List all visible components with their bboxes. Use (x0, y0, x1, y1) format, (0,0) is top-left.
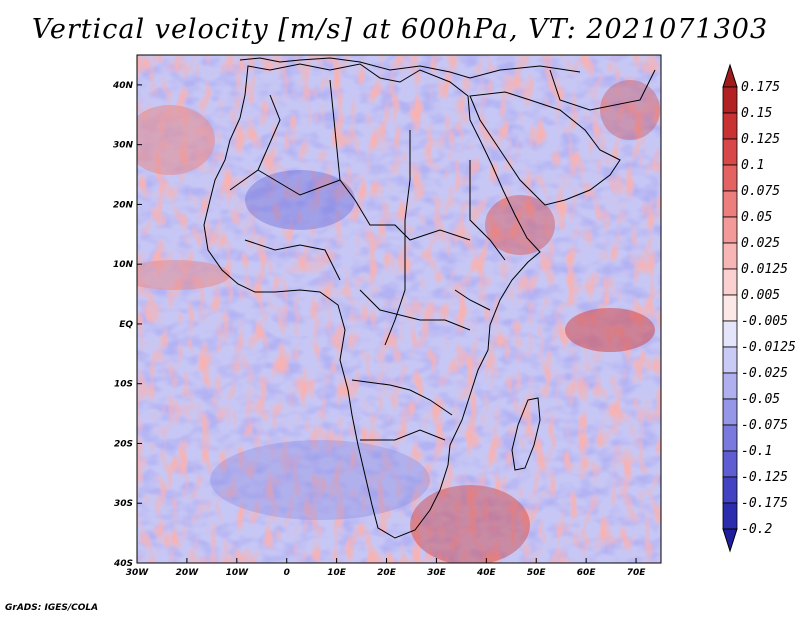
colorbar-swatch (722, 320, 738, 348)
lat-tick-label: 10N (113, 260, 134, 270)
coastlines (203, 57, 656, 539)
lon-tick-label: 10E (327, 568, 347, 578)
lon-tick-label: 20E (377, 568, 397, 578)
lat-tick-label: 30S (114, 499, 133, 509)
colorbar-bottom-arrow (722, 528, 738, 553)
plot-frame (136, 54, 662, 564)
colorbar-swatch (722, 424, 738, 452)
colorbar-swatch (722, 242, 738, 270)
blue-region-sahara (245, 170, 355, 230)
lon-tick-label: 30E (427, 568, 447, 578)
colorbar-swatch (722, 450, 738, 478)
lon-tick-label: 10W (226, 568, 250, 578)
colorbar-label: -0.2 (741, 522, 772, 537)
colorbar-label: -0.125 (741, 470, 788, 485)
red-region-indian-ocean (565, 308, 655, 352)
colorbar-label: 0.0125 (741, 262, 788, 277)
footer-credit: GrADS: IGES/COLA (5, 603, 99, 613)
colorbar-label: 0.175 (741, 80, 780, 95)
colorbar-label: 0.15 (741, 106, 772, 121)
colorbar-label: -0.05 (741, 392, 780, 407)
colorbar-swatch (722, 372, 738, 400)
colorbar-swatch (722, 502, 738, 530)
colorbar-swatch (722, 216, 738, 244)
colorbar-label: 0.025 (741, 236, 780, 251)
lat-tick-label: 40S (113, 559, 133, 569)
colorbar-swatch (722, 164, 738, 192)
lon-tick-label: 70E (627, 568, 647, 578)
colorbar-label: -0.005 (741, 314, 788, 329)
lon-tick-label: 30W (126, 568, 150, 578)
lat-tick-label: 30N (113, 141, 134, 151)
colorbar-label: -0.175 (741, 496, 788, 511)
chart-title: Vertical velocity [m/s] at 600hPa, VT: 2… (31, 14, 769, 45)
colorbar-label: -0.0125 (741, 340, 796, 355)
colorbar-swatch (722, 398, 738, 426)
colorbar-label: -0.1 (741, 444, 772, 459)
red-region-arabia (600, 80, 660, 140)
colorbar-label: 0.1 (741, 158, 764, 173)
lon-tick-label: 0 (284, 568, 290, 578)
lon-tick-label: 60E (577, 568, 597, 578)
colorbar-top-arrow (722, 63, 738, 88)
colorbar-label: 0.075 (741, 184, 780, 199)
colorbar-label: 0.005 (741, 288, 780, 303)
lat-tick-label: 20S (114, 439, 133, 449)
lon-tick-label: 40E (476, 568, 497, 578)
colorbar-swatch (722, 138, 738, 166)
colorbar-swatch (722, 476, 738, 504)
velocity-field (137, 55, 661, 563)
colorbar: 0.175 0.15 0.125 0.1 0.075 0.05 0.025 0.0125 0.0… (722, 63, 796, 553)
colorbar-label: 0.05 (741, 210, 772, 225)
lat-tick-label: 20N (113, 200, 134, 210)
colorbar-label: -0.075 (741, 418, 788, 433)
colorbar-swatch (722, 294, 738, 322)
lat-tick-label: 10S (114, 380, 133, 390)
colorbar-swatch (722, 112, 738, 140)
lon-tick-label: 20W (176, 568, 200, 578)
red-band-west-africa (137, 260, 230, 290)
red-region-atlantic (137, 105, 215, 175)
lat-tick-label: 40N (112, 81, 134, 91)
colorbar-label: 0.125 (741, 132, 780, 147)
lat-tick-label: EQ (119, 320, 133, 330)
colorbar-swatch (722, 190, 738, 218)
lon-tick-label: 50E (527, 568, 547, 578)
colorbar-swatch (722, 86, 738, 114)
colorbar-swatch (722, 268, 738, 296)
red-region-south (410, 485, 530, 563)
colorbar-label: -0.025 (741, 366, 788, 381)
colorbar-swatch (722, 346, 738, 374)
blue-region-south-atlantic (210, 440, 430, 520)
